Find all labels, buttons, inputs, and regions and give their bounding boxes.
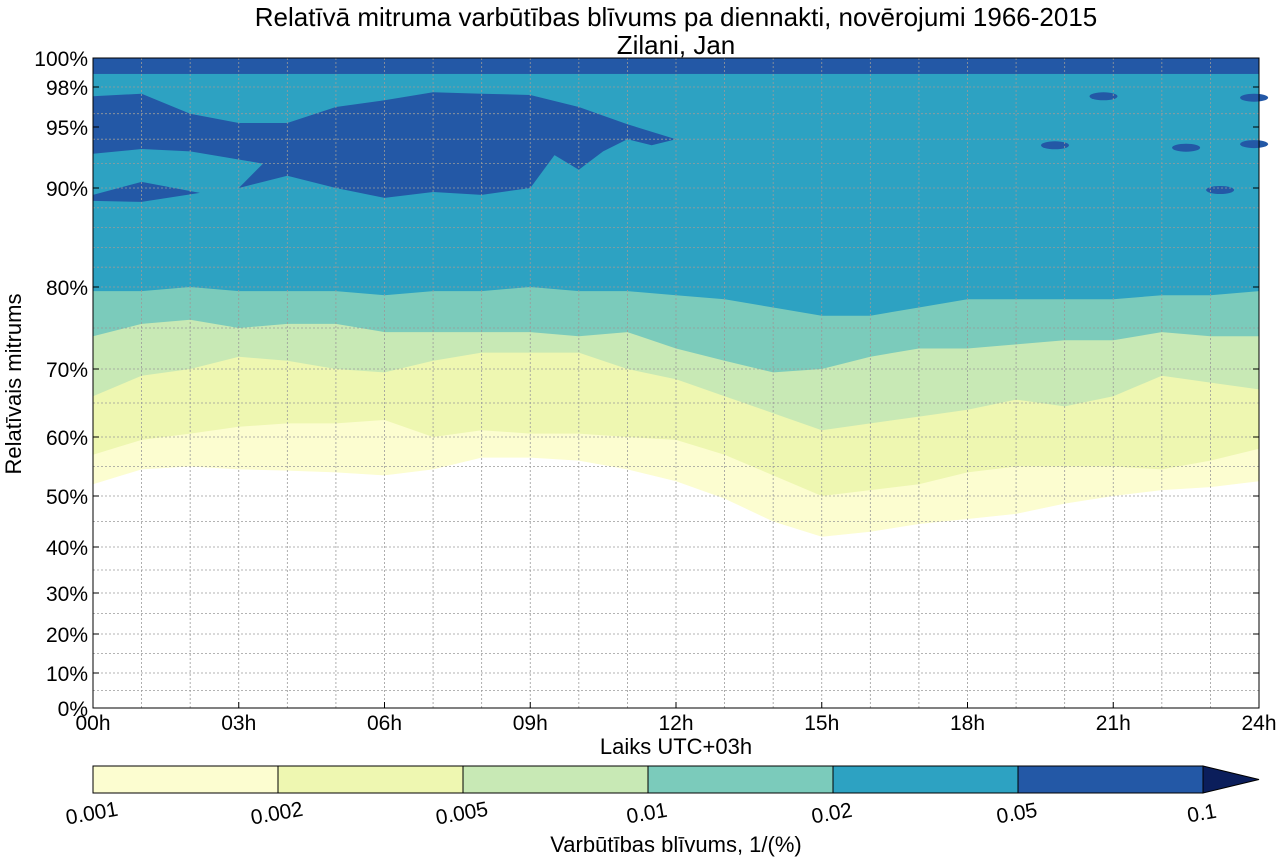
dense-region-low [93,181,200,202]
dense-spot-2 [1041,141,1069,150]
y-tick-label: 100% [34,48,88,71]
x-axis-label: Laiks UTC+03h [599,734,753,759]
dense-spot-6 [1240,140,1269,149]
colorbar-tick-label: 0.05 [995,799,1039,829]
colorbar-segment-0.005 [462,765,649,794]
colorbar-tick-label: 0.1 [1185,800,1218,828]
chart-subtitle: Zilani, Jan [616,30,736,60]
y-tick-label: 50% [46,486,88,509]
x-tick-label: 15h [804,712,839,735]
x-tick-label: 21h [1096,712,1131,735]
y-tick-label: 95% [46,117,88,140]
x-tick-label: 03h [221,712,256,735]
dense-spot-5 [1240,93,1269,102]
x-tick-label: 00h [75,712,110,735]
colorbar-tick-label: 0.002 [249,798,305,830]
x-tick-label: 06h [367,712,402,735]
y-tick-label: 60% [46,427,88,450]
y-tick-label: 0% [58,698,88,721]
colorbar-segment-0.001 [92,765,279,794]
x-tick-label: 12h [658,712,693,735]
colorbar-segment-0.002 [277,765,464,794]
y-tick-label: 98% [46,77,88,100]
colorbar-tick-label: 0.01 [625,799,669,829]
y-tick-label: 30% [46,583,88,606]
colorbar-label: Varbūtības blīvums, 1/(%) [550,832,802,857]
x-tick-label: 24h [1241,712,1276,735]
y-tick-label: 90% [46,178,88,201]
dense-spot-1 [1089,92,1118,101]
y-tick-label: 70% [46,359,88,382]
y-tick-label: 10% [46,663,88,686]
y-tick-label: 40% [46,537,88,560]
colorbar-segment-0.01 [647,765,834,794]
colorbar-tick-label: 0.001 [64,798,120,830]
y-axis-label: Relatīvais mitrums [1,293,26,475]
dense-spot-3 [1172,143,1201,152]
colorbar-segment-0.02 [832,765,1019,794]
colorbar-tick-label: 0.005 [434,798,490,830]
chart-title: Relatīvā mitruma varbūtības blīvums pa d… [254,2,1098,32]
y-tick-label: 20% [46,624,88,647]
y-tick-label: 80% [46,277,88,300]
colorbar-segment-0.05 [1017,765,1204,794]
colorbar-extend-arrow [1202,765,1260,794]
x-tick-label: 18h [950,712,985,735]
dense-region-top-strip [93,58,1259,74]
x-tick-label: 09h [513,712,548,735]
colorbar-tick-label: 0.02 [810,799,854,829]
